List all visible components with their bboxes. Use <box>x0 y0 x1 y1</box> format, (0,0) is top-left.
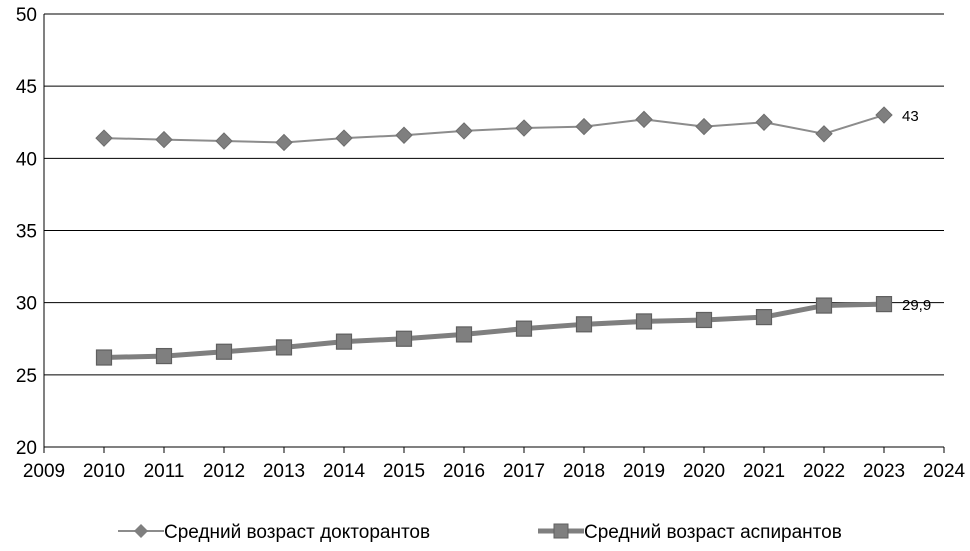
legend-label: Средний возраст докторантов <box>164 522 430 543</box>
square-marker <box>275 339 293 356</box>
series-postgraduate <box>95 296 893 366</box>
y-tick-label: 45 <box>16 77 37 98</box>
legend-diamond-marker <box>134 524 148 538</box>
series-group <box>95 106 893 366</box>
series-doctoral <box>95 106 893 152</box>
x-tick-label: 2013 <box>263 461 305 482</box>
square-marker <box>215 343 233 360</box>
diamond-marker <box>755 113 773 131</box>
series-line <box>103 301 885 361</box>
x-tick-label: 2023 <box>863 461 905 482</box>
x-tick-label: 2018 <box>563 461 605 482</box>
diamond-marker <box>275 133 293 152</box>
diamond-marker <box>155 130 173 149</box>
diamond-marker <box>455 122 473 140</box>
legend-square-marker <box>553 523 569 539</box>
square-marker <box>335 333 353 350</box>
x-tick-label: 2012 <box>203 461 245 482</box>
grid-lines <box>44 13 944 448</box>
x-tick-label: 2014 <box>323 461 366 482</box>
y-tick-label: 30 <box>16 294 37 315</box>
diamond-marker <box>395 126 413 144</box>
diamond-marker <box>695 117 713 136</box>
diamond-marker <box>575 117 593 136</box>
x-tick-label: 2015 <box>383 461 425 482</box>
legend-item: Средний возраст аспирантов <box>538 522 842 543</box>
square-marker <box>515 320 533 337</box>
y-tick-label: 35 <box>16 222 37 243</box>
square-marker <box>455 326 473 343</box>
legend-label: Средний возраст аспирантов <box>584 522 842 543</box>
data-label-end: 43 <box>902 108 919 125</box>
y-tick-label: 25 <box>16 366 37 387</box>
x-tick-label: 2021 <box>743 461 785 482</box>
diamond-marker <box>335 129 353 147</box>
x-tick-label: 2024 <box>923 461 966 482</box>
x-tick-label: 2011 <box>144 461 185 482</box>
x-tick-label: 2016 <box>443 461 485 482</box>
x-tick-label: 2009 <box>23 461 65 482</box>
diamond-marker <box>215 132 233 150</box>
x-tick-label: 2020 <box>683 461 725 482</box>
y-tick-label: 50 <box>16 5 37 26</box>
square-marker <box>695 311 713 329</box>
square-marker <box>815 297 833 314</box>
x-tick-label: 2019 <box>623 461 665 482</box>
square-marker <box>755 309 773 326</box>
square-marker <box>575 316 593 333</box>
diamond-marker <box>875 106 893 124</box>
y-tick-label: 20 <box>16 438 37 459</box>
series-line <box>103 114 885 144</box>
x-tick-label: 2022 <box>803 461 845 482</box>
square-marker <box>155 347 173 365</box>
data-labels: 43 29,9 <box>902 108 931 314</box>
data-label-end: 29,9 <box>902 297 931 314</box>
legend-item: Средний возраст докторантов <box>118 522 430 543</box>
y-tick-label: 40 <box>16 149 37 170</box>
diamond-marker <box>95 129 113 147</box>
legend: Средний возраст докторантов Средний возра… <box>118 522 842 543</box>
square-marker <box>95 349 113 366</box>
square-marker <box>635 313 653 330</box>
square-marker <box>875 296 893 313</box>
diamond-marker <box>815 125 833 143</box>
diamond-marker <box>515 119 533 137</box>
axes: 20 25 30 35 40 45 50 2009 2010 2011 2012 2013 2014 20… <box>16 5 966 482</box>
x-tick-label: 2017 <box>503 461 545 482</box>
square-marker <box>395 330 413 347</box>
x-tick-label: 2010 <box>83 461 125 482</box>
diamond-marker <box>635 110 653 129</box>
